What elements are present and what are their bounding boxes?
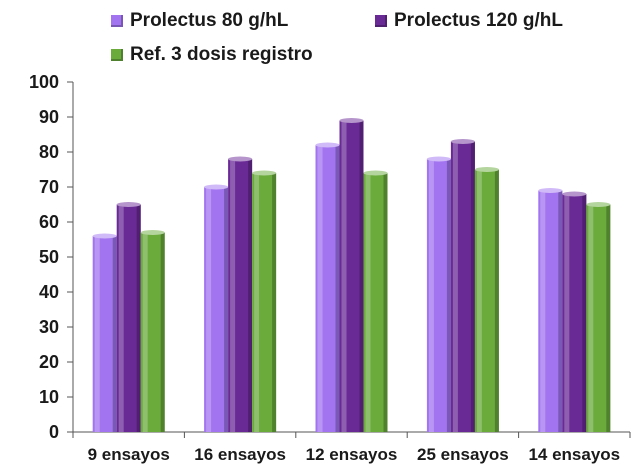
- legend-item-series-3: Ref. 3 dosis registro: [111, 44, 313, 66]
- bar-shadow-3-5: [606, 204, 611, 432]
- y-tick-label-100: 100: [29, 72, 59, 92]
- bar-shadow-3-4: [494, 169, 499, 432]
- y-tick-label-80: 80: [39, 142, 59, 162]
- bar-shadow-1-2: [224, 187, 229, 432]
- bar-highlight-3-4: [476, 169, 482, 432]
- bar-shadow-2-2: [248, 159, 253, 432]
- y-tick-label-20: 20: [39, 352, 59, 372]
- legend-label-series-3: Ref. 3 dosis registro: [130, 44, 313, 65]
- x-category-label-3: 12 ensayos: [306, 445, 398, 464]
- bar-shadow-2-1: [136, 204, 141, 432]
- x-category-label-1: 9 ensayos: [88, 445, 170, 464]
- bar-cap-1-4: [426, 156, 451, 162]
- bar-highlight-2-1: [118, 204, 124, 432]
- bar-cap-2-4: [450, 139, 475, 144]
- y-tick-label-60: 60: [39, 212, 59, 232]
- bar-highlight-3-3: [365, 173, 371, 432]
- bar-cap-1-1: [92, 233, 117, 239]
- bar-cap-3-2: [252, 170, 277, 176]
- bar-highlight-2-5: [564, 194, 570, 432]
- x-category-label-4: 25 ensayos: [417, 445, 509, 464]
- y-tick-label-30: 30: [39, 317, 59, 337]
- x-category-label-5: 14 ensayos: [528, 445, 620, 464]
- bar-cap-1-2: [204, 184, 229, 190]
- y-tick-label-0: 0: [49, 422, 59, 442]
- bar-cap-1-5: [538, 188, 563, 193]
- legend-item-series-1: Prolectus 80 g/hL: [111, 10, 288, 32]
- bar-highlight-1-2: [206, 187, 212, 432]
- legend-swatch-series-3: [111, 49, 123, 61]
- bar-highlight-3-1: [142, 232, 148, 432]
- bar-highlight-2-2: [230, 159, 236, 432]
- y-tick-label-10: 10: [39, 387, 59, 407]
- bar-cap-2-5: [562, 191, 587, 197]
- y-tick-label-90: 90: [39, 107, 59, 127]
- bar-highlight-1-3: [317, 145, 323, 432]
- bar-cap-3-1: [140, 230, 165, 235]
- bar-cap-3-3: [363, 170, 388, 176]
- legend-item-series-2: Prolectus 120 g/hL: [375, 10, 563, 32]
- bar-shadow-2-3: [359, 120, 364, 432]
- bar-highlight-3-2: [254, 173, 260, 432]
- bar-cap-2-1: [116, 202, 141, 207]
- y-tick-label-40: 40: [39, 282, 59, 302]
- bar-shadow-1-1: [112, 236, 117, 432]
- bar-cap-2-3: [339, 118, 364, 123]
- bar-cap-3-5: [586, 202, 611, 207]
- bar-cap-3-4: [474, 167, 499, 172]
- bar-highlight-1-1: [94, 236, 100, 432]
- bar-highlight-3-5: [588, 204, 594, 432]
- bar-cap-2-2: [228, 156, 253, 162]
- legend-swatch-series-2: [375, 15, 387, 27]
- legend-label-series-2: Prolectus 120 g/hL: [394, 10, 563, 31]
- bar-highlight-2-4: [452, 141, 458, 432]
- bar-shadow-3-1: [160, 232, 165, 432]
- x-category-label-2: 16 ensayos: [194, 445, 286, 464]
- bar-highlight-2-3: [341, 120, 347, 432]
- bar-shadow-2-5: [582, 194, 587, 432]
- legend-swatch-series-1: [111, 15, 123, 27]
- bar-shadow-1-3: [335, 145, 340, 432]
- bar-highlight-1-4: [428, 159, 434, 432]
- legend: Prolectus 80 g/hL Prolectus 120 g/hL Ref…: [0, 0, 633, 80]
- y-tick-label-70: 70: [39, 177, 59, 197]
- bar-shadow-3-3: [383, 173, 388, 432]
- bar-shadow-3-2: [272, 173, 277, 432]
- legend-label-series-1: Prolectus 80 g/hL: [130, 10, 289, 31]
- bar-highlight-1-5: [540, 190, 546, 432]
- bar-shadow-1-4: [446, 159, 451, 432]
- bar-cap-1-3: [315, 142, 340, 148]
- bar-shadow-1-5: [558, 190, 563, 432]
- y-tick-label-50: 50: [39, 247, 59, 267]
- bar-shadow-2-4: [470, 141, 475, 432]
